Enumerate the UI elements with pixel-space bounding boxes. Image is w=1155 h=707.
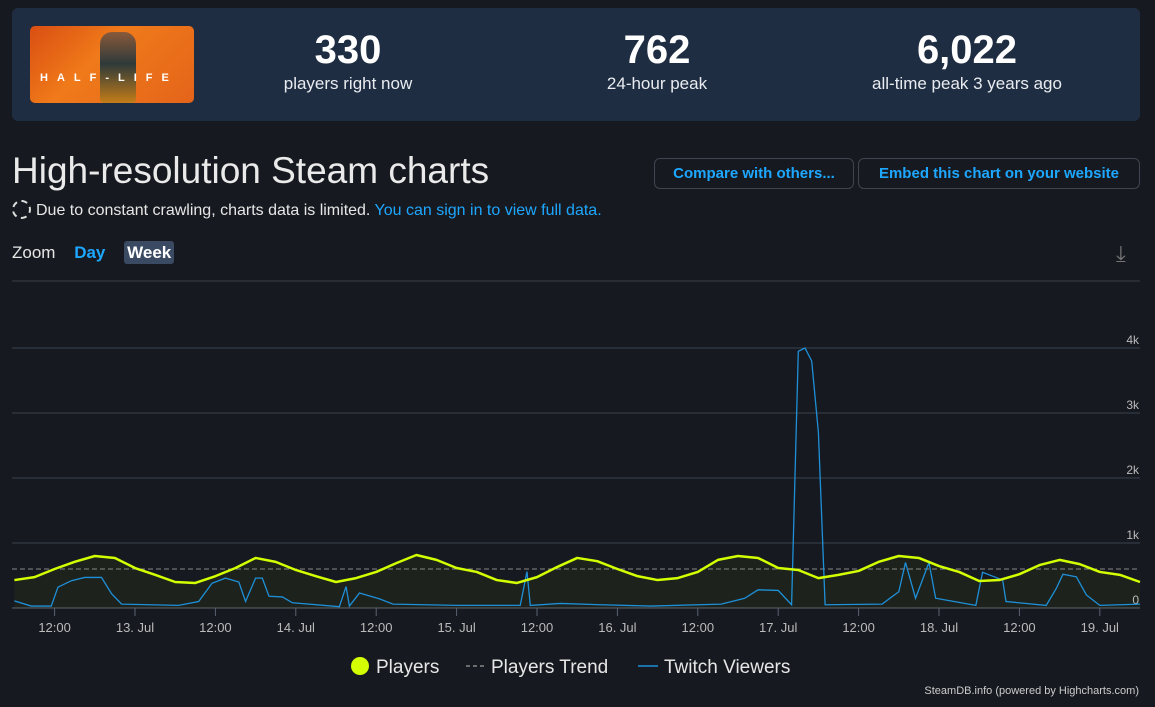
y-tick-label: 1k (1126, 528, 1140, 542)
y-tick-label: 0 (1132, 593, 1139, 607)
stat-players-now: 330 players right now (228, 26, 468, 94)
stat-all-time-peak: 6,022 all-time peak 3 years ago (847, 26, 1087, 94)
credit[interactable]: SteamDB.info (powered by Highcharts.com) (924, 685, 1139, 697)
y-tick-label: 3k (1126, 398, 1140, 412)
x-tick-label: 19. Jul (1081, 620, 1119, 635)
x-tick-label: 12:00 (38, 620, 71, 635)
legend-players[interactable]: Players (376, 657, 439, 678)
notice-text: Due to constant crawling, charts data is… (36, 202, 371, 219)
stat-label: 24-hour peak (606, 74, 708, 93)
logo-text: HALF-LIFE (40, 72, 178, 84)
logo-character (100, 32, 136, 103)
page-title: High-resolution Steam charts (12, 150, 490, 191)
legend: Players Players Trend Twitch Viewers (351, 657, 790, 678)
x-tick-label: 12:00 (360, 620, 393, 635)
stat-value: 330 (314, 28, 382, 72)
stat-24h-peak: 762 24-hour peak (537, 26, 777, 94)
zoom-day-button[interactable]: Day (74, 243, 106, 262)
stat-value: 6,022 (916, 28, 1018, 72)
data-limit-notice: Due to constant crawling, charts data is… (12, 200, 602, 220)
legend-players-icon (351, 657, 369, 675)
sign-in-link[interactable]: You can sign in to view full data. (374, 202, 602, 219)
embed-button[interactable]: Embed this chart on your website (858, 158, 1140, 189)
legend-players-trend[interactable]: Players Trend (491, 657, 608, 678)
twitch-viewers-line[interactable] (14, 347, 1141, 608)
y-tick-label: 4k (1126, 333, 1140, 347)
x-tick-label: 13. Jul (116, 620, 154, 635)
zoom-label: Zoom (12, 243, 56, 262)
game-logo[interactable]: HALF-LIFE (30, 26, 194, 103)
x-tick-label: 12:00 (1003, 620, 1036, 635)
x-tick-label: 16. Jul (598, 620, 636, 635)
x-tick-label: 15. Jul (437, 620, 475, 635)
x-tick-label: 12:00 (521, 620, 554, 635)
stat-value: 762 (623, 28, 691, 72)
x-tick-label: 14. Jul (277, 620, 315, 635)
zoom-controls: Zoom Day Week (12, 241, 188, 264)
stat-label: players right now (283, 74, 413, 93)
y-tick-label: 2k (1126, 463, 1140, 477)
compare-button[interactable]: Compare with others... (654, 158, 854, 189)
download-icon[interactable]: ⤓ (1116, 241, 1126, 266)
x-tick-label: 12:00 (682, 620, 715, 635)
x-tick-label: 17. Jul (759, 620, 797, 635)
x-tick-label: 18. Jul (920, 620, 958, 635)
stat-label: all-time peak 3 years ago (872, 74, 1062, 93)
loading-icon (12, 200, 31, 219)
x-tick-label: 12:00 (842, 620, 875, 635)
zoom-week-button[interactable]: Week (124, 241, 175, 264)
players-area (14, 555, 1140, 608)
x-tick-label: 12:00 (199, 620, 232, 635)
legend-twitch-viewers[interactable]: Twitch Viewers (664, 657, 790, 678)
stats-header: HALF-LIFE 330 players right now 762 24-hou… (12, 8, 1140, 121)
